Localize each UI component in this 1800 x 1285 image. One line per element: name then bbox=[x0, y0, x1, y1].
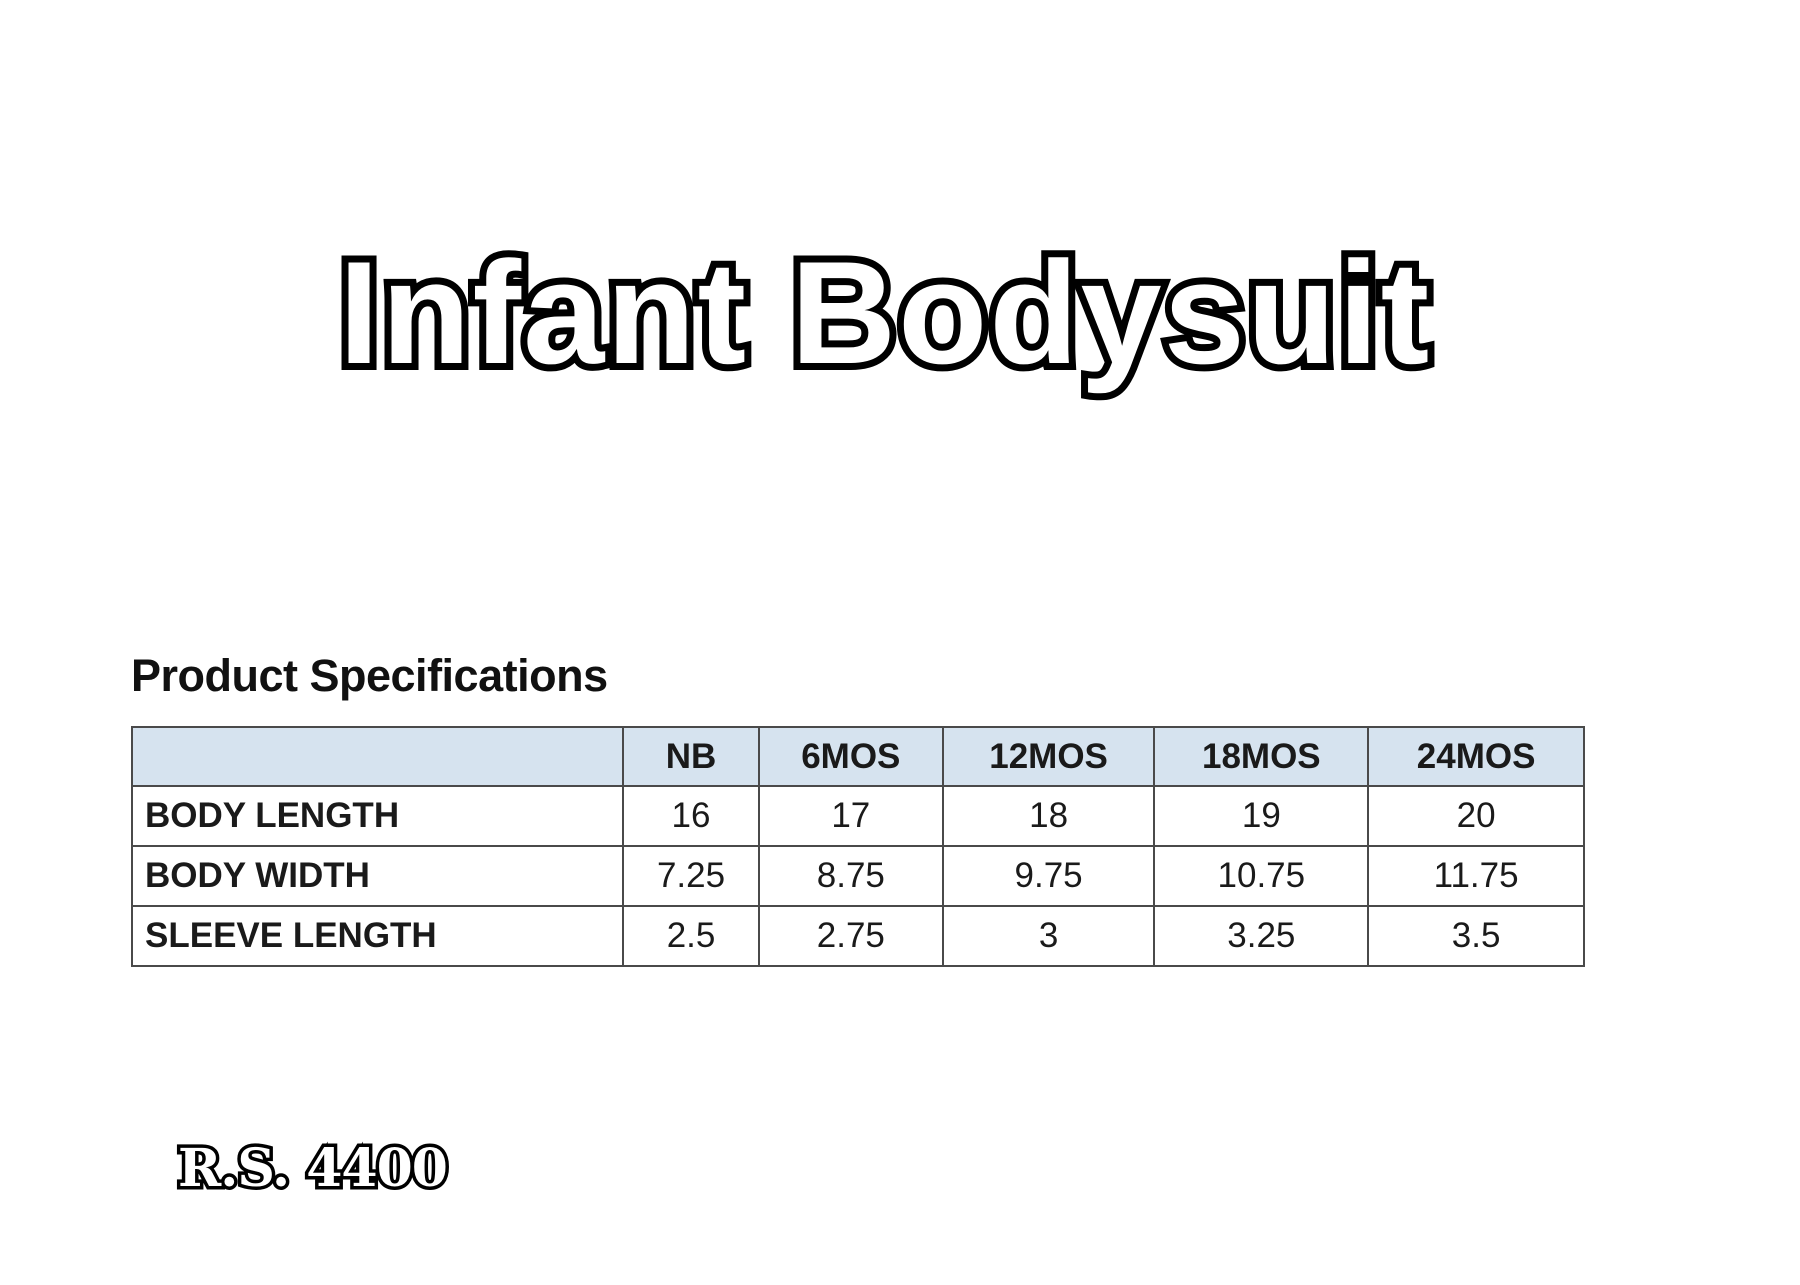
table-cell: 18 bbox=[941, 785, 1156, 847]
table-cell: 11.75 bbox=[1367, 845, 1585, 907]
table-cell: 17 bbox=[757, 785, 944, 847]
table-row: SLEEVE LENGTH 2.5 2.75 3 3.25 3.5 bbox=[130, 905, 1585, 967]
row-label: BODY LENGTH bbox=[130, 785, 625, 847]
table-header-row: NB 6MOS 12MOS 18MOS 24MOS bbox=[130, 726, 1585, 787]
table-cell: 3.25 bbox=[1153, 905, 1370, 967]
column-header bbox=[130, 726, 625, 787]
page-title: Infant Bodysuit bbox=[332, 224, 1437, 401]
table-row: BODY WIDTH 7.25 8.75 9.75 10.75 11.75 bbox=[130, 845, 1585, 907]
column-header: 18MOS bbox=[1153, 726, 1370, 787]
column-header: 6MOS bbox=[757, 726, 944, 787]
column-header: NB bbox=[622, 726, 760, 787]
row-label: SLEEVE LENGTH bbox=[130, 905, 625, 967]
table-cell: 8.75 bbox=[757, 845, 944, 907]
table-cell: 2.75 bbox=[757, 905, 944, 967]
table-cell: 9.75 bbox=[941, 845, 1156, 907]
table-row: BODY LENGTH 16 17 18 19 20 bbox=[130, 785, 1585, 847]
row-label: BODY WIDTH bbox=[130, 845, 625, 907]
table-cell: 20 bbox=[1367, 785, 1585, 847]
table-cell: 7.25 bbox=[622, 845, 760, 907]
column-header: 24MOS bbox=[1367, 726, 1585, 787]
table-cell: 16 bbox=[622, 785, 760, 847]
table-cell: 3.5 bbox=[1367, 905, 1585, 967]
table-cell: 2.5 bbox=[622, 905, 760, 967]
table-cell: 19 bbox=[1153, 785, 1370, 847]
column-header: 12MOS bbox=[941, 726, 1156, 787]
table-cell: 10.75 bbox=[1153, 845, 1370, 907]
specs-table: NB 6MOS 12MOS 18MOS 24MOS BODY LENGTH 16 1… bbox=[130, 726, 1585, 967]
table-cell: 3 bbox=[941, 905, 1156, 967]
specs-heading: Product Specifications bbox=[131, 650, 608, 701]
price-label: R.S. 4400 bbox=[175, 1135, 452, 1203]
